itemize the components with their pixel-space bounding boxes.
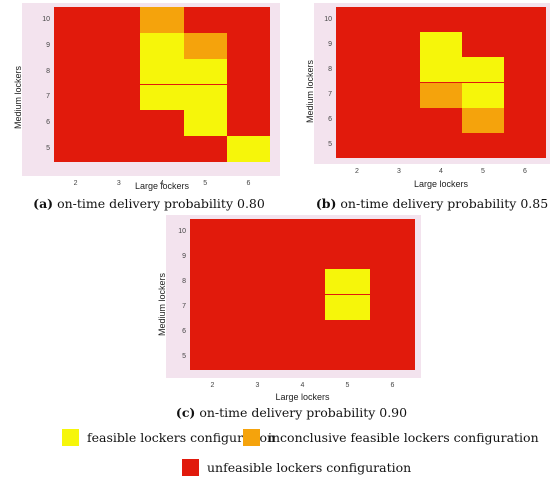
x-tick-label: 5 — [345, 382, 350, 389]
caption-text: on-time delivery probability 0.85 — [336, 196, 549, 211]
y-tick-label: 5 — [328, 141, 332, 149]
x-tick-label: 5 — [203, 180, 208, 187]
y-axis-label: Medium lockers — [157, 272, 167, 336]
x-tick-label: 3 — [397, 168, 401, 175]
y-tick-label: 9 — [182, 252, 186, 260]
legend-item-feasible: feasible lockers configuration — [62, 429, 275, 446]
legend-label: feasible lockers configuration — [87, 430, 276, 445]
heatmap-cell — [226, 136, 270, 162]
plot-area — [336, 7, 546, 158]
y-tick-label: 9 — [46, 41, 50, 49]
plot-area — [54, 7, 270, 162]
y-tick-label: 7 — [46, 93, 50, 101]
y-tick-label: 10 — [178, 227, 186, 235]
heatmap-cell — [462, 82, 504, 108]
caption: (b) on-time delivery probability 0.85 — [300, 196, 550, 211]
y-tick-label: 10 — [324, 15, 332, 23]
x-tick-label: 4 — [439, 168, 443, 175]
heatmap-cell — [140, 84, 184, 111]
heatmap-cell — [462, 57, 504, 83]
x-tick-label: 6 — [523, 168, 527, 175]
y-tick-label: 10 — [42, 15, 50, 23]
legend-item-unfeasible: unfeasible lockers configuration — [182, 459, 411, 476]
caption: (c) on-time delivery probability 0.90 — [152, 405, 431, 420]
legend-label: unfeasible lockers configuration — [207, 460, 412, 475]
heatmap-panel-a: Medium lockers Large lockers (a) on-time… — [8, 3, 290, 218]
y-tick-label: 7 — [328, 91, 332, 99]
caption-tag: (c) — [175, 405, 196, 420]
plot-area — [190, 219, 415, 370]
heatmap-cell — [420, 32, 462, 58]
x-tick-label: 2 — [210, 382, 215, 389]
heatmap-cell — [183, 110, 227, 137]
x-tick-label: 2 — [73, 180, 78, 187]
caption-tag: (a) — [33, 196, 54, 211]
y-tick-label: 8 — [182, 277, 186, 285]
y-tick-label: 9 — [328, 40, 332, 48]
heatmap-cell — [325, 294, 370, 320]
y-tick-label: 6 — [182, 328, 186, 336]
heatmap-cell — [140, 58, 184, 85]
caption: (a) on-time delivery probability 0.80 — [8, 196, 290, 211]
y-axis-label: Medium lockers — [13, 65, 23, 129]
x-tick-label: 6 — [246, 180, 251, 187]
feasible-swatch — [62, 429, 79, 446]
heatmap-cell — [140, 7, 184, 33]
heatmap-cell — [183, 84, 227, 111]
heatmap-cell — [420, 82, 462, 108]
heatmap-panel-b: Medium lockers Large lockers (b) on-time… — [300, 3, 550, 218]
heatmap-cell — [420, 57, 462, 83]
x-axis-label: Large lockers — [275, 392, 330, 402]
y-tick-label: 8 — [46, 67, 50, 75]
y-tick-label: 5 — [46, 145, 50, 153]
y-tick-label: 6 — [46, 119, 50, 127]
x-tick-label: 5 — [481, 168, 485, 175]
legend-label: inconclusive feasible lockers configurat… — [268, 430, 539, 445]
heatmap-cell — [140, 32, 184, 59]
caption-tag: (b) — [315, 196, 337, 211]
y-tick-label: 6 — [328, 116, 332, 124]
y-tick-label: 5 — [182, 353, 186, 361]
x-tick-label: 3 — [255, 382, 260, 389]
x-tick-label: 2 — [355, 168, 359, 175]
inconclusive-swatch — [243, 429, 260, 446]
y-tick-label: 7 — [182, 303, 186, 311]
heatmap-cell — [183, 58, 227, 85]
caption-text: on-time delivery probability 0.80 — [53, 196, 265, 211]
x-tick-label: 3 — [116, 180, 121, 187]
legend-item-inconclusive: inconclusive feasible lockers configurat… — [243, 429, 539, 446]
caption-text: on-time delivery probability 0.90 — [195, 405, 408, 420]
y-tick-label: 8 — [328, 65, 332, 73]
heatmap-cell — [325, 269, 370, 295]
unfeasible-swatch — [182, 459, 199, 476]
x-tick-label: 4 — [160, 180, 164, 187]
y-axis-label: Medium lockers — [305, 59, 315, 123]
x-tick-label: 6 — [390, 382, 395, 389]
x-tick-label: 4 — [300, 382, 305, 389]
x-axis-label: Large lockers — [413, 179, 469, 189]
heatmap-cell — [183, 32, 227, 59]
x-axis-label: Large lockers — [134, 181, 190, 191]
heatmap-panel-c: Medium lockers Large lockers (c) on-time… — [152, 215, 431, 430]
heatmap-cell — [462, 107, 504, 133]
